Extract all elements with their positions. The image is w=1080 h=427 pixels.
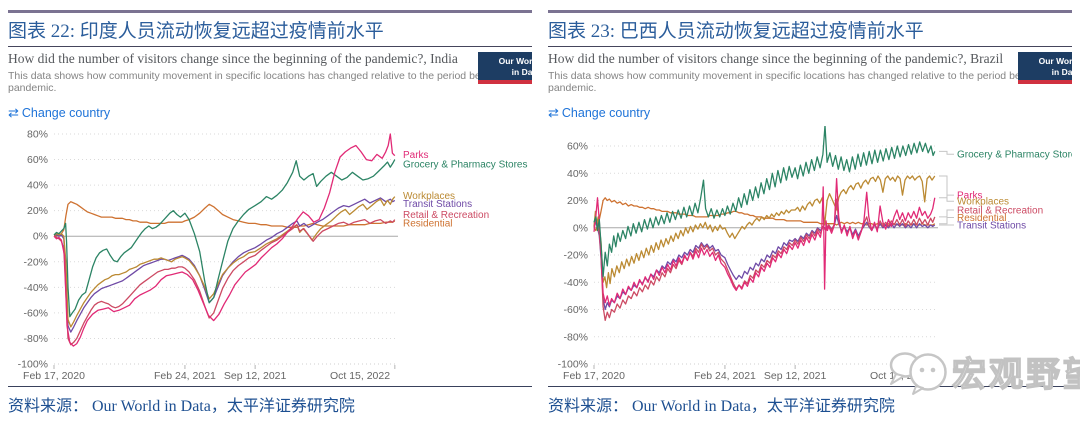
- series-grocery-pharmacy-stores: [53, 158, 396, 318]
- legend-label: Workplaces: [957, 196, 1009, 207]
- y-tick-label: -80%: [563, 331, 588, 343]
- legend-label: Transit Stations: [403, 199, 472, 210]
- wechat-icon: [889, 352, 947, 395]
- owid-logo: Our World in Data: [478, 52, 532, 85]
- chart-panel-brazil: 图表 23: 巴西人员流动恢复远超过疫情前水平 How did the numb…: [548, 10, 1072, 416]
- series-grocery-pharmacy-stores: [593, 125, 936, 278]
- mobility-chart-brazil: 60% 40% 20% 0% -20% -40% -60% -80% -100%Feb 17, …: [558, 125, 1072, 382]
- y-tick-label: -60%: [23, 307, 48, 319]
- source-note: 资料来源： Our World in Data，太平洋证券研究院: [548, 385, 1072, 416]
- y-tick-label: 60%: [27, 154, 48, 166]
- legend-connector: [939, 209, 954, 218]
- legend-label: Residential: [957, 213, 1006, 224]
- y-tick-label: 20%: [567, 195, 588, 207]
- legend-label: Parks: [957, 190, 983, 201]
- y-tick-label: -40%: [563, 276, 588, 288]
- series-transit-stations: [54, 196, 396, 333]
- change-country-button[interactable]: ⇄ Change country: [8, 105, 532, 121]
- swap-arrows-icon: ⇄: [8, 104, 19, 120]
- y-tick-label: -100%: [18, 358, 48, 370]
- legend-label: Parks: [403, 150, 429, 161]
- owid-subtitle: How did the number of visitors change si…: [548, 51, 1004, 66]
- y-tick-label: 20%: [27, 205, 48, 217]
- y-tick-label: -20%: [23, 256, 48, 268]
- series-workplaces: [53, 195, 396, 328]
- owid-logo-line1: Our World: [498, 56, 532, 66]
- change-country-label: Change country: [561, 105, 651, 120]
- y-tick-label: -20%: [563, 249, 588, 261]
- x-tick-label: Sep 12, 2021: [224, 370, 287, 382]
- swap-arrows-icon: ⇄: [548, 104, 559, 120]
- legend-label: Workplaces: [403, 190, 455, 201]
- y-tick-label: 60%: [567, 140, 588, 152]
- y-tick-label: 0%: [33, 230, 48, 242]
- y-tick-label: 40%: [567, 167, 588, 179]
- owid-logo-line1: Our World: [1038, 56, 1072, 66]
- x-tick-label: Sep 12, 2021: [764, 370, 827, 382]
- chart-panel-india: 图表 22: 印度人员流动恢复远超过疫情前水平 How did the numb…: [8, 10, 532, 416]
- watermark-text: 宏观野望: [951, 355, 1080, 394]
- owid-logo-line2: in Data: [511, 66, 532, 77]
- change-country-button[interactable]: ⇄ Change country: [548, 105, 1072, 121]
- y-tick-label: -80%: [23, 333, 48, 345]
- report-body: 图表 22: 印度人员流动恢复远超过疫情前水平 How did the numb…: [8, 10, 1072, 416]
- series-parks: [593, 177, 936, 306]
- legend-label: Retail & Recreation: [957, 205, 1043, 216]
- series-workplaces: [593, 175, 936, 289]
- legend-label: Grocery & Pharmacy Store: [957, 149, 1072, 160]
- owid-logo: Our World in Data: [1018, 52, 1072, 85]
- top-rule: [8, 10, 532, 13]
- x-tick-label: Feb 24, 2021: [154, 370, 216, 382]
- x-tick-label: Feb 17, 2020: [23, 370, 85, 382]
- y-tick-label: -60%: [563, 304, 588, 316]
- series-parks: [53, 133, 396, 347]
- top-rule: [548, 10, 1072, 13]
- owid-header: How did the number of visitors change si…: [8, 51, 532, 85]
- owid-description: This data shows how community movement i…: [548, 69, 1057, 94]
- figure-title: 图表 22: 印度人员流动恢复远超过疫情前水平: [8, 16, 532, 47]
- y-tick-label: -40%: [23, 281, 48, 293]
- y-tick-label: 80%: [27, 128, 48, 140]
- y-tick-label: -100%: [558, 358, 588, 370]
- x-tick-label: Oct 15, 2022: [330, 370, 390, 382]
- owid-header: How did the number of visitors change si…: [548, 51, 1072, 85]
- series-transit-stations: [593, 214, 936, 310]
- mobility-chart-india: 80% 60% 40% 20% 0% -20% -40% -60% -80% -100%Feb 1…: [18, 128, 528, 382]
- legend-label: Retail & Recreation: [403, 210, 489, 221]
- legend-label: Transit Stations: [957, 220, 1026, 231]
- y-tick-label: 40%: [27, 179, 48, 191]
- owid-description: This data shows how community movement i…: [8, 69, 517, 94]
- legend-label: Grocery & Pharmacy Stores: [403, 159, 527, 170]
- series-retail-recreation: [53, 218, 396, 346]
- legend-connector: [939, 175, 954, 202]
- legend-label: Residential: [403, 218, 452, 229]
- y-tick-label: 0%: [573, 222, 588, 234]
- change-country-label: Change country: [21, 105, 111, 120]
- x-tick-label: Feb 24, 2021: [694, 370, 756, 382]
- owid-logo-line2: in Data: [1051, 66, 1072, 77]
- watermark: 宏观野望: [886, 344, 1080, 398]
- owid-subtitle: How did the number of visitors change si…: [8, 51, 458, 66]
- source-note: 资料来源： Our World in Data，太平洋证券研究院: [8, 385, 532, 416]
- x-tick-label: Feb 17, 2020: [563, 370, 625, 382]
- figure-title: 图表 23: 巴西人员流动恢复远超过疫情前水平: [548, 16, 1072, 47]
- legend-connector: [939, 216, 954, 224]
- series-residential: [54, 200, 396, 237]
- legend-connector: [939, 150, 954, 155]
